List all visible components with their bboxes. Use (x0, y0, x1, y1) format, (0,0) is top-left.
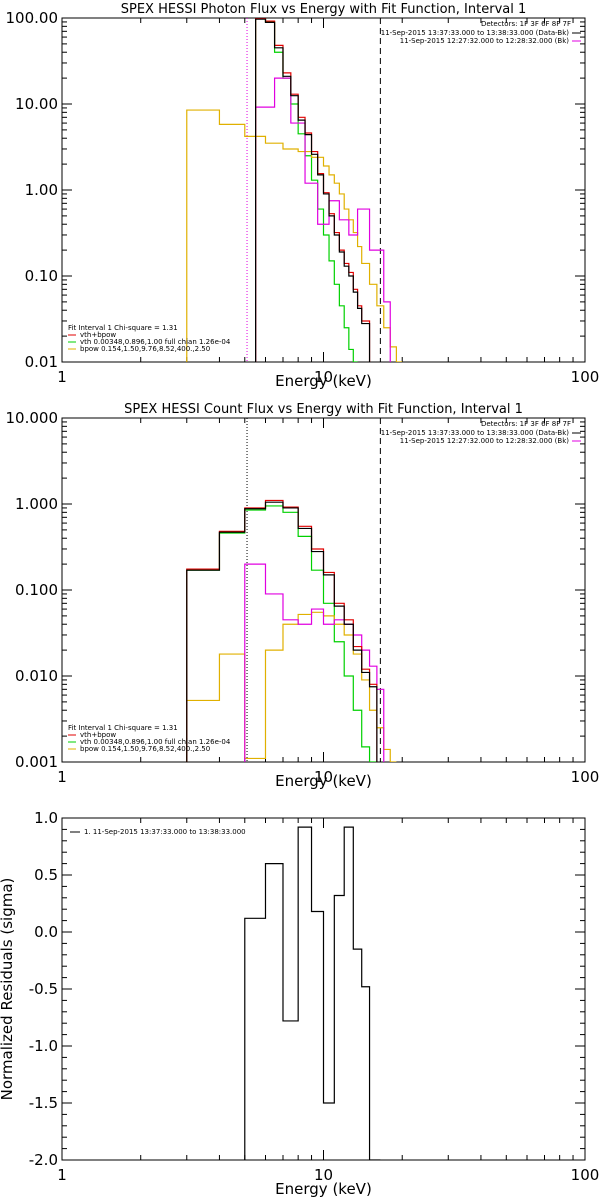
legend-fit-header: Fit Interval 1 Chi-square = 1.31 (68, 724, 178, 732)
y-tick-label: 0.01 (25, 353, 58, 371)
series-bk (244, 563, 385, 762)
series-vth (186, 505, 377, 762)
series-group (186, 499, 397, 762)
y-tick-label: 0.010 (15, 667, 58, 685)
x-axis-label: Energy (keV) (275, 372, 372, 390)
x-tick-label: 100 (571, 368, 600, 386)
y-tick-label: -1.0 (29, 1037, 58, 1055)
x-tick-label: 1 (57, 768, 67, 786)
y-tick-label: 0.5 (34, 866, 58, 884)
chart-panel-2: SPEX HESSI Count Flux vs Energy with Fit… (6, 402, 600, 790)
series-group (244, 826, 381, 1160)
x-axis-label: Energy (keV) (275, 772, 372, 790)
legend-fit-entry: vth 0.00348,0.896,1.00 full chian 1.26e-… (80, 738, 231, 746)
x-axis-label: Energy (keV) (275, 1180, 372, 1198)
y-tick-label: 0.001 (15, 753, 58, 771)
legend-fit-entry: vth+bpow (80, 331, 116, 339)
legend-top-entry: 11-Sep-2015 13:37:33.000 to 13:38:33.000… (381, 429, 570, 437)
chart-panel-3: Energy (keV) Normalized Residuals (sigma)… (0, 809, 599, 1198)
x-tick-label: 100 (571, 768, 600, 786)
legend-top-entry: 11-Sep-2015 12:27:32.000 to 12:28:32.000… (400, 37, 570, 45)
series-vth-bpow (255, 18, 371, 362)
x-tick-label: 10 (314, 368, 333, 386)
y-tick-label: -2.0 (29, 1151, 58, 1169)
x-tick-label: 10 (314, 768, 333, 786)
legend-fit-entry: bpow 0.154,1.50,9.76,8.52,400.,2.50 (80, 345, 210, 353)
series-residuals (244, 826, 381, 1160)
series-bk (255, 77, 391, 362)
legend-top-entry: 11-Sep-2015 13:37:33.000 to 13:38:33.000… (381, 29, 570, 37)
y-tick-label: 0.100 (15, 581, 58, 599)
legend-detectors: Detectors: 1F 3F 6F 8F 7F (481, 420, 571, 428)
series-data-bk (186, 501, 378, 762)
y-tick-label: -0.5 (29, 980, 58, 998)
x-tick-label: 1 (57, 368, 67, 386)
y-tick-label: 1.00 (25, 181, 58, 199)
series-data-bk (255, 18, 371, 362)
legend-fit-header: Fit Interval 1 Chi-square = 1.31 (68, 324, 178, 332)
chart-title: SPEX HESSI Photon Flux vs Energy with Fi… (121, 2, 527, 17)
series-group (186, 18, 403, 362)
chart-panel-1: SPEX HESSI Photon Flux vs Energy with Fi… (6, 2, 600, 390)
series-vth-bpow (186, 499, 378, 762)
x-tick-label: 100 (571, 1166, 600, 1184)
legend-fit-entry: vth+bpow (80, 731, 116, 739)
chart-title: SPEX HESSI Count Flux vs Energy with Fit… (124, 402, 523, 417)
y-tick-label: 100.00 (6, 9, 59, 27)
y-tick-label: 10.000 (6, 409, 59, 427)
legend-fit-entry: vth 0.00348,0.896,1.00 full chian 1.26e-… (80, 338, 231, 346)
y-axis-label: Normalized Residuals (sigma) (0, 878, 16, 1101)
legend-top-entry: 1. 11-Sep-2015 13:37:33.000 to 13:38:33.… (84, 828, 246, 836)
y-tick-label: 0.10 (25, 267, 58, 285)
legend-fit-entry: bpow 0.154,1.50,9.76,8.52,400.,2.50 (80, 745, 210, 753)
legend-detectors: Detectors: 1F 3F 6F 8F 7F (481, 20, 571, 28)
y-tick-label: -1.5 (29, 1094, 58, 1112)
x-tick-label: 1 (57, 1166, 67, 1184)
y-tick-label: 10.00 (15, 95, 58, 113)
y-tick-label: 0.0 (34, 923, 58, 941)
legend-top-entry: 11-Sep-2015 12:27:32.000 to 12:28:32.000… (400, 437, 570, 445)
y-tick-label: 1.000 (15, 495, 58, 513)
series-bpow (186, 109, 403, 362)
series-vth (255, 18, 358, 362)
y-tick-label: 1.0 (34, 809, 58, 827)
x-tick-label: 10 (314, 1166, 333, 1184)
